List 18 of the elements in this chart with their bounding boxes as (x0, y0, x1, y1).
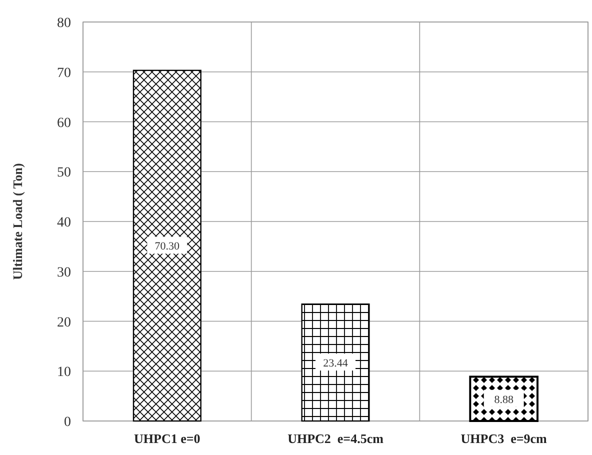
y-tick-label: 40 (57, 216, 71, 230)
y-tick-label: 20 (57, 315, 71, 330)
bar (301, 303, 370, 422)
y-tick-label: 30 (57, 265, 71, 280)
y-tick-label: 10 (57, 365, 71, 380)
y-tick-label: 0 (64, 415, 71, 430)
data-label: 70.30 (154, 240, 180, 253)
y-tick-label: 70 (57, 66, 71, 81)
y-tick-label: 60 (57, 116, 71, 131)
data-label: 8.88 (494, 394, 514, 406)
x-tick-label: UHPC3 e=9cm (460, 431, 548, 446)
data-label: 23.44 (323, 358, 348, 370)
bar (132, 70, 202, 422)
x-tick-label: UHPC1 e=0 (134, 431, 200, 446)
y-axis-title: Ultimate Load ( Ton) (10, 163, 25, 280)
x-tick-label: UHPC2 e=4.5cm (288, 431, 384, 446)
y-tick-label: 50 (57, 166, 71, 181)
y-tick-label: 80 (57, 16, 71, 31)
